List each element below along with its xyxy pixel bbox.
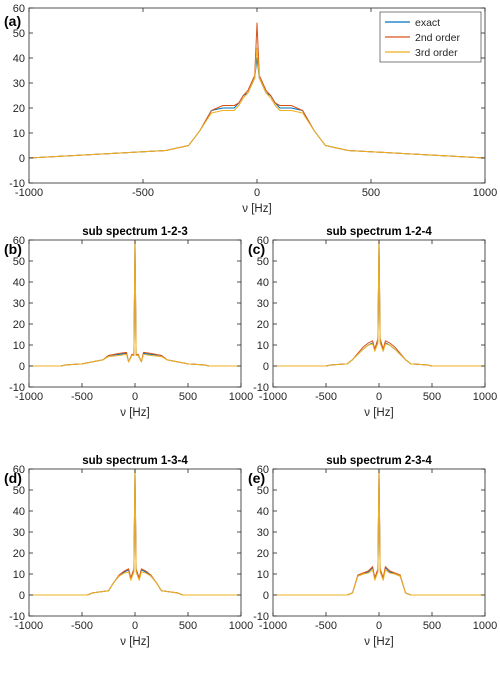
y-tick-label-d: -10	[9, 611, 25, 623]
x-tick-label-e: -1000	[259, 620, 287, 632]
y-tick-label-d: 50	[13, 485, 25, 497]
x-tick-label-a: -500	[132, 187, 154, 199]
x-tick-label-c: -1000	[259, 391, 287, 403]
panel-label-b: (b)	[4, 241, 22, 257]
y-tick-label-e: 30	[257, 527, 269, 539]
panel-b: -1000 -500 0 500 1000 -10 0 10 20 30 40 50 60 ν [Hz] (…	[4, 226, 253, 419]
series-line-e-2nd-order	[273, 469, 485, 596]
panel-label-e: (e)	[248, 470, 265, 486]
y-tick-label-e: 60	[257, 464, 269, 476]
x-axis-label-a: ν [Hz]	[242, 203, 271, 215]
y-tick-label-b: 0	[19, 361, 25, 373]
panel-title-d: sub spectrum 1-3-4	[82, 455, 188, 467]
x-tick-label-e: 0	[376, 620, 382, 632]
y-tick-label-c: 50	[257, 256, 269, 268]
x-tick-label-e: 1000	[473, 620, 497, 632]
y-tick-label-c: -10	[253, 382, 269, 394]
legend-label-2: 3rd order	[415, 47, 458, 59]
x-tick-label-a: 0	[254, 187, 260, 199]
x-axis-label-e: ν [Hz]	[364, 636, 393, 648]
panel-c: -1000 -500 0 500 1000 -10 0 10 20 30 40 50 60 ν [Hz] (…	[248, 226, 497, 419]
x-tick-label-d: -1000	[15, 620, 43, 632]
y-tick-label-c: 10	[257, 340, 269, 352]
x-tick-label-a: 500	[362, 187, 380, 199]
panel-a: -1000 -500 0 500 1000 -10 0 10 20 30 40 50 60 ν [Hz] (…	[4, 3, 497, 215]
y-tick-label-e: 10	[257, 569, 269, 581]
x-tick-label-d: 500	[179, 620, 197, 632]
x-tick-label-b: 1000	[229, 391, 253, 403]
y-tick-label-e: 0	[263, 590, 269, 602]
x-tick-label-d: 0	[132, 620, 138, 632]
y-tick-label-d: 40	[13, 506, 25, 518]
y-tick-label-c: 30	[257, 298, 269, 310]
y-tick-label-c: 40	[257, 277, 269, 289]
panel-title-c: sub spectrum 1-2-4	[326, 226, 432, 238]
y-tick-label-e: -10	[253, 611, 269, 623]
y-tick-label-b: 20	[13, 319, 25, 331]
panel-title-b: sub spectrum 1-2-3	[82, 226, 187, 238]
legend-label-1: 2nd order	[415, 32, 460, 44]
x-tick-label-b: -500	[71, 391, 93, 403]
y-tick-label-e: 50	[257, 485, 269, 497]
y-tick-label-b: -10	[9, 382, 25, 394]
panel-title-e: sub spectrum 2-3-4	[326, 455, 432, 467]
y-tick-label-b: 10	[13, 340, 25, 352]
series-line-d-3rd-order	[29, 469, 241, 596]
panel-d: -1000 -500 0 500 1000 -10 0 10 20 30 40 50 60 ν [Hz] (…	[4, 455, 253, 648]
x-tick-label-b: -1000	[15, 391, 43, 403]
y-tick-label-e: 40	[257, 506, 269, 518]
legend-a: exact 2nd order 3rd order	[379, 11, 482, 63]
series-line-a-3rd-order	[29, 47, 485, 159]
x-tick-label-e: -500	[315, 620, 337, 632]
x-tick-label-d: 1000	[229, 620, 253, 632]
panel-label-d: (d)	[4, 470, 22, 486]
y-tick-label-d: 10	[13, 569, 25, 581]
legend-label-0: exact	[415, 17, 440, 29]
y-tick-label-e: 20	[257, 548, 269, 560]
x-tick-label-d: -500	[71, 620, 93, 632]
y-tick-label-a: 40	[13, 53, 25, 65]
x-tick-label-e: 500	[423, 620, 441, 632]
y-tick-label-a: 30	[13, 78, 25, 90]
series-line-b-3rd-order	[29, 240, 241, 367]
y-tick-label-d: 60	[13, 464, 25, 476]
x-axis-label-c: ν [Hz]	[364, 407, 393, 419]
y-tick-label-d: 30	[13, 527, 25, 539]
x-tick-label-c: 0	[376, 391, 382, 403]
y-tick-label-d: 0	[19, 590, 25, 602]
y-tick-label-b: 40	[13, 277, 25, 289]
y-tick-label-a: 0	[19, 153, 25, 165]
x-tick-label-a: 1000	[473, 187, 497, 199]
x-tick-label-a: -1000	[15, 187, 43, 199]
y-tick-label-d: 20	[13, 548, 25, 560]
x-tick-label-b: 500	[179, 391, 197, 403]
y-tick-label-a: 10	[13, 128, 25, 140]
y-tick-label-a: 60	[13, 3, 25, 15]
y-tick-label-c: 20	[257, 319, 269, 331]
y-tick-label-b: 30	[13, 298, 25, 310]
y-tick-label-a: 20	[13, 103, 25, 115]
y-tick-label-a: 50	[13, 28, 25, 40]
series-line-c-3rd-order	[273, 240, 485, 367]
y-tick-label-c: 60	[257, 235, 269, 247]
panel-label-a: (a)	[4, 13, 21, 29]
panel-label-c: (c)	[248, 241, 265, 257]
x-tick-label-c: 500	[423, 391, 441, 403]
y-tick-label-a: -10	[9, 178, 25, 190]
panel-e: -1000 -500 0 500 1000 -10 0 10 20 30 40 50 60 ν [Hz] (…	[248, 455, 497, 648]
y-tick-label-b: 60	[13, 235, 25, 247]
x-axis-label-d: ν [Hz]	[120, 636, 149, 648]
y-tick-label-c: 0	[263, 361, 269, 373]
x-axis-label-b: ν [Hz]	[120, 407, 149, 419]
x-tick-label-c: 1000	[473, 391, 497, 403]
x-tick-label-c: -500	[315, 391, 337, 403]
x-tick-label-b: 0	[132, 391, 138, 403]
series-line-e-3rd-order	[273, 469, 485, 596]
y-tick-label-b: 50	[13, 256, 25, 268]
